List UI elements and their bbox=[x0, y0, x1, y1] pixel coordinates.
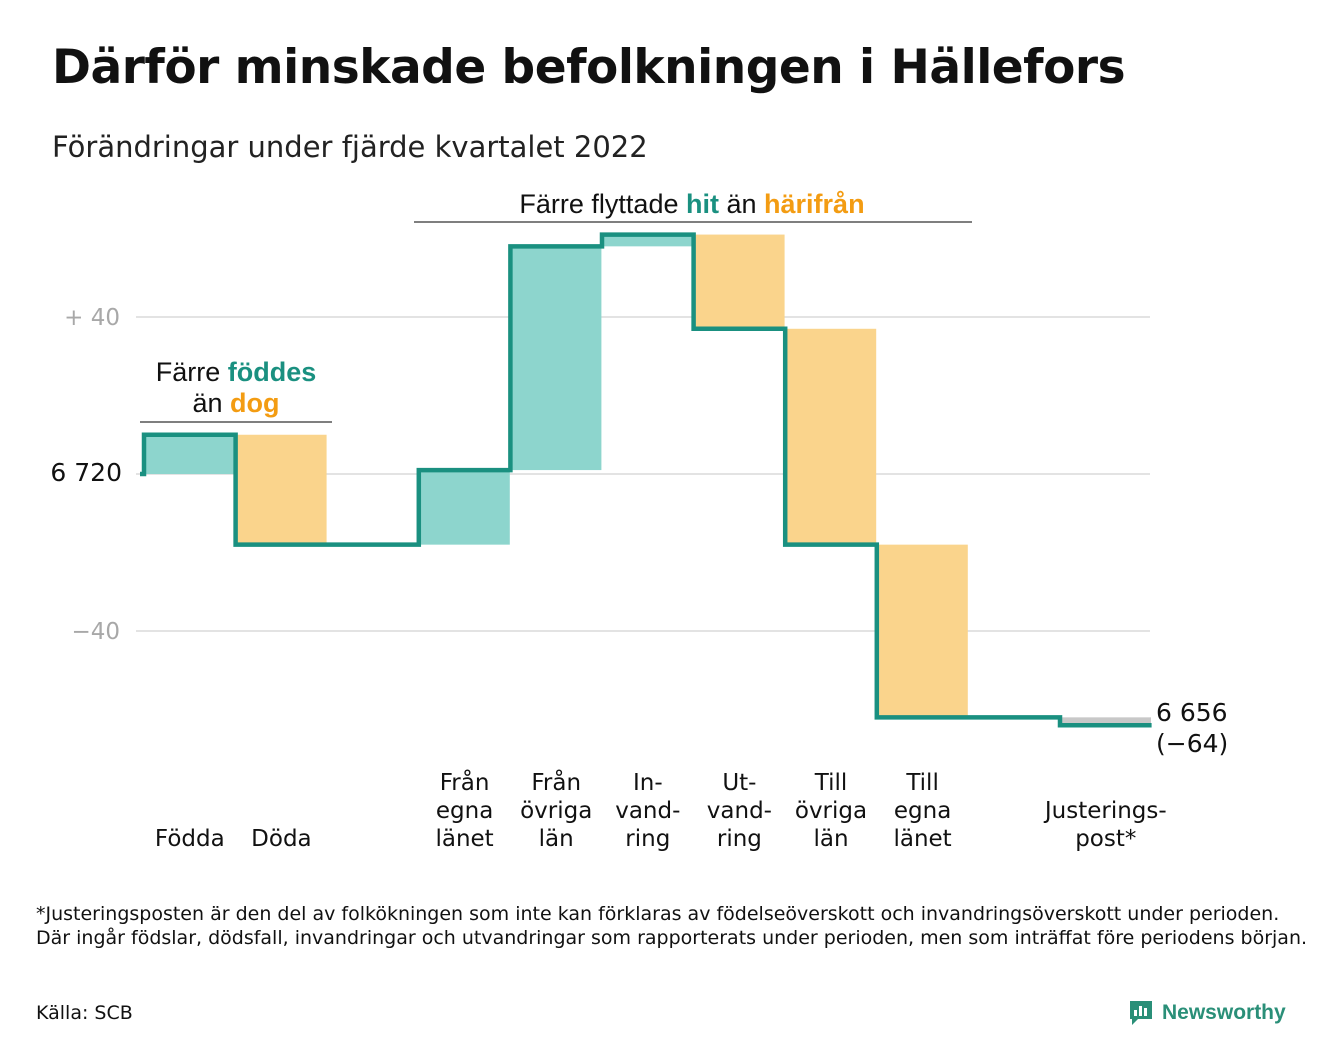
annotation-births-text-2: än bbox=[192, 388, 230, 418]
x-tick-label: Till bbox=[814, 770, 848, 796]
x-tick-label: egna bbox=[436, 798, 493, 824]
svg-text:Färre föddes: Färre föddes bbox=[156, 357, 317, 387]
start-value-label: 6 720 bbox=[50, 458, 122, 487]
x-tick-label: länet bbox=[435, 826, 493, 852]
waterfall-bar bbox=[785, 328, 877, 545]
waterfall-bar bbox=[1060, 717, 1151, 726]
svg-text:Färre flyttade hit än härifrån: Färre flyttade hit än härifrån bbox=[519, 189, 864, 219]
brand-name: Newsworthy bbox=[1162, 1001, 1286, 1024]
end-value-label: 6 656 bbox=[1156, 698, 1228, 727]
waterfall-bar bbox=[144, 434, 235, 474]
x-tick-label: län bbox=[539, 826, 574, 852]
x-tick-label: Ut- bbox=[722, 770, 756, 796]
waterfall-bar bbox=[418, 470, 510, 545]
waterfall-bar bbox=[510, 246, 602, 471]
waterfall-chart: + 40−40 Födda DödaFrånegnalänetFrånövriga… bbox=[50, 189, 1228, 852]
x-tick-label: län bbox=[813, 826, 848, 852]
x-tick-label: In- bbox=[633, 770, 663, 796]
chart-title: Därför minskade befolkningen i Hällefors bbox=[52, 40, 1126, 95]
x-tick-label: länet bbox=[893, 826, 951, 852]
annotation-migration-text-1: Färre flyttade bbox=[519, 189, 686, 219]
x-tick-label: Till bbox=[905, 770, 939, 796]
footnote: *Justeringsposten är den del av folkökni… bbox=[36, 903, 1308, 949]
x-tick-label: ring bbox=[625, 826, 670, 852]
annotation-migration-highlight-2: härifrån bbox=[764, 189, 865, 219]
annotation-births: Färre föddes än dog bbox=[140, 357, 332, 423]
x-tick-label: ring bbox=[717, 826, 762, 852]
x-tick-label: Justerings- bbox=[1043, 798, 1167, 824]
x-tick-label: post* bbox=[1075, 826, 1136, 852]
annotation-births-highlight-1: föddes bbox=[228, 357, 317, 387]
x-tick-label: övriga bbox=[795, 798, 867, 824]
svg-text:än dog: än dog bbox=[192, 388, 279, 418]
end-change-label: (−64) bbox=[1156, 729, 1228, 758]
x-tick-label: Från bbox=[440, 768, 490, 796]
y-tick-label: −40 bbox=[71, 619, 120, 645]
x-tick-label: övriga bbox=[520, 798, 592, 824]
step-line bbox=[140, 232, 1152, 728]
waterfall-bar bbox=[876, 544, 968, 718]
waterfall-bar bbox=[602, 234, 693, 247]
x-axis-labels: Födda DödaFrånegnalänetFrånövrigalänIn-va… bbox=[155, 768, 1167, 852]
annotation-migration: Färre flyttade hit än härifrån bbox=[414, 189, 972, 223]
x-tick-label: Döda bbox=[251, 826, 311, 852]
bar-chart-icon bbox=[1130, 1001, 1152, 1025]
annotation-births-highlight-2: dog bbox=[230, 388, 279, 418]
annotation-migration-text-2: än bbox=[719, 189, 764, 219]
y-axis-ticks: + 40 −40 bbox=[64, 305, 120, 645]
annotation-births-text-1: Färre bbox=[156, 357, 228, 387]
newsworthy-logo: Newsworthy bbox=[1128, 998, 1286, 1028]
waterfall-bar bbox=[693, 234, 785, 329]
x-tick-label: egna bbox=[894, 798, 951, 824]
x-tick-label: vand- bbox=[615, 798, 680, 824]
x-tick-label: vand- bbox=[707, 798, 772, 824]
source-label: Källa: SCB bbox=[36, 1002, 133, 1024]
annotation-migration-highlight-1: hit bbox=[686, 189, 719, 219]
chart-bars bbox=[144, 234, 1151, 726]
chart-subtitle: Förändringar under fjärde kvartalet 2022 bbox=[52, 130, 648, 164]
waterfall-bar bbox=[235, 434, 327, 545]
x-tick-label: Födda bbox=[155, 826, 225, 852]
y-tick-label: + 40 bbox=[64, 305, 120, 331]
x-tick-label: Från bbox=[531, 768, 581, 796]
